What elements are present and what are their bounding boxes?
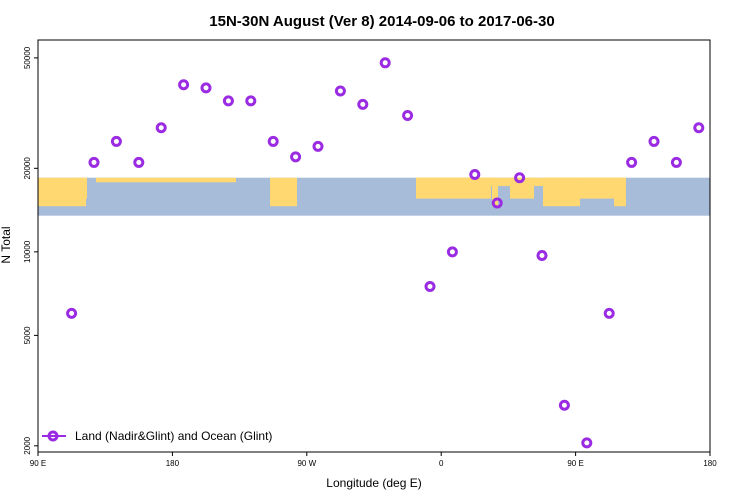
data-point — [424, 281, 436, 293]
plot-frame — [37, 39, 711, 453]
y-tick-label: 10000 — [23, 240, 32, 263]
data-point — [110, 135, 122, 147]
x-axis: 90 E 180 90 W 0 90 E 180 — [30, 452, 717, 468]
data-point — [267, 135, 279, 147]
y-tick-label: 20000 — [23, 157, 32, 180]
x-tick-label: 90 E — [567, 459, 583, 468]
data-point — [402, 109, 414, 121]
y-tick-label: 2000 — [23, 436, 32, 454]
data-point — [334, 85, 346, 97]
data-point — [648, 135, 660, 147]
chart-title: 15N-30N August (Ver 8) 2014-09-06 to 201… — [209, 13, 554, 30]
x-tick-label: 0 — [439, 459, 444, 468]
map-land — [270, 177, 297, 207]
data-point — [603, 307, 615, 319]
data-point — [469, 168, 481, 180]
x-axis-label: Longitude (deg E) — [326, 476, 421, 490]
data-point — [581, 437, 593, 449]
data-point — [670, 156, 682, 168]
data-point — [178, 79, 190, 91]
data-point — [155, 122, 167, 134]
map-land — [492, 177, 498, 207]
plot-border — [37, 39, 711, 453]
map-strip — [38, 177, 710, 216]
data-point — [357, 98, 369, 110]
data-point — [446, 246, 458, 258]
map-land — [96, 177, 236, 183]
data-point — [491, 197, 503, 209]
data-point — [514, 172, 526, 184]
data-point — [200, 82, 212, 94]
x-tick-label: 180 — [703, 459, 717, 468]
data-point — [66, 307, 78, 319]
y-tick-label: 5000 — [23, 326, 32, 344]
data-point — [379, 57, 391, 69]
data-point — [88, 156, 100, 168]
data-point — [693, 122, 705, 134]
data-point — [245, 95, 257, 107]
data-point — [536, 250, 548, 262]
data-point — [222, 95, 234, 107]
data-point — [626, 156, 638, 168]
map-land — [75, 177, 87, 199]
data-point — [290, 151, 302, 163]
data-points — [66, 57, 705, 449]
x-tick-label: 90 W — [297, 459, 316, 468]
x-tick-label: 180 — [166, 459, 180, 468]
legend-marker — [47, 430, 59, 442]
data-point — [133, 156, 145, 168]
x-tick-label: 90 E — [30, 459, 46, 468]
y-tick-label: 50000 — [23, 46, 32, 69]
data-point — [558, 399, 570, 411]
legend: Land (Nadir&Glint) and Ocean (Glint) — [42, 429, 272, 443]
data-point — [312, 140, 324, 152]
y-axis-label: N Total — [0, 226, 13, 263]
legend-label: Land (Nadir&Glint) and Ocean (Glint) — [75, 429, 272, 443]
y-axis: 2000 5000 10000 20000 50000 — [23, 46, 38, 455]
